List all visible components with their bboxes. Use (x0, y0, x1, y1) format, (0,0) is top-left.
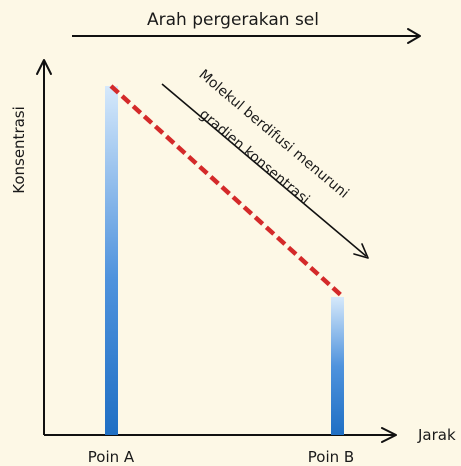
x-axis-label: Jarak (417, 426, 456, 444)
direction-label: Arah pergerakan sel (147, 10, 319, 30)
y-axis (36, 59, 52, 435)
point-a-bar (105, 86, 118, 435)
direction-arrow (72, 28, 421, 44)
annotation-text: Molekul berdifusi menuruni gradien konse… (196, 67, 352, 208)
diffusion-arrow (161, 83, 369, 259)
point-a-label: Poin A (88, 448, 135, 466)
concentration-gradient-line (109, 84, 345, 299)
y-axis-label: Konsentrasi (10, 106, 28, 194)
point-b-bar (331, 297, 344, 435)
point-b-label: Poin B (308, 448, 354, 466)
